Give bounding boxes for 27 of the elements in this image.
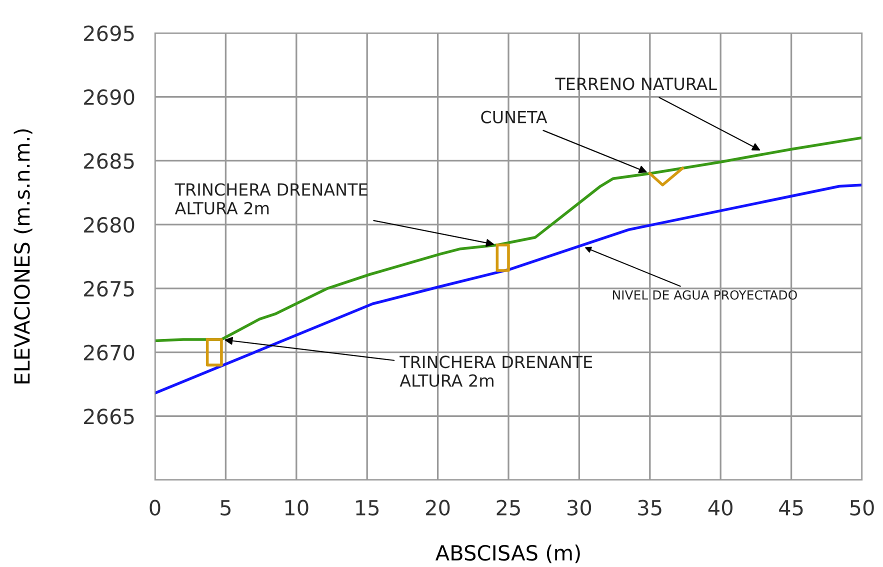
y-tick-label: 2680	[84, 217, 134, 233]
x-tick-label: 40	[708, 500, 732, 516]
annotation: TRINCHERA DRENANTE ALTURA 2m	[400, 356, 592, 387]
annotation: NIVEL DE AGUA PROYECTADO	[612, 290, 797, 300]
x-tick-label: 0	[150, 500, 160, 516]
x-tick-label: 45	[779, 500, 803, 516]
x-tick-label: 30	[568, 500, 592, 516]
y-axis-title: ELEVACIONES (m.s.n.m.)	[14, 129, 32, 384]
y-tick-label: 2685	[84, 153, 134, 169]
annotation: TRINCHERA DRENANTE ALTURA 2m	[174, 183, 368, 214]
x-tick-label: 25	[496, 500, 520, 516]
x-tick-label: 50	[850, 500, 874, 516]
y-tick-label: 2695	[84, 25, 134, 42]
x-tick-label: 5	[220, 500, 231, 516]
y-tick-label: 2690	[84, 89, 134, 106]
x-tick-label: 20	[426, 500, 450, 516]
line-series	[155, 184, 862, 395]
y-tick-label: 2670	[84, 344, 134, 360]
annotation: CUNETA	[481, 110, 548, 124]
y-tick-label: 2665	[84, 408, 134, 424]
y-tick-label: 2675	[84, 280, 134, 297]
line-series	[155, 136, 862, 342]
x-axis-title: ABSCISAS (m)	[435, 544, 580, 564]
x-tick-label: 35	[638, 500, 662, 516]
x-tick-label: 15	[356, 500, 379, 516]
x-tick-label: 10	[285, 500, 308, 516]
annotation: TERRENO NATURAL	[555, 78, 717, 90]
